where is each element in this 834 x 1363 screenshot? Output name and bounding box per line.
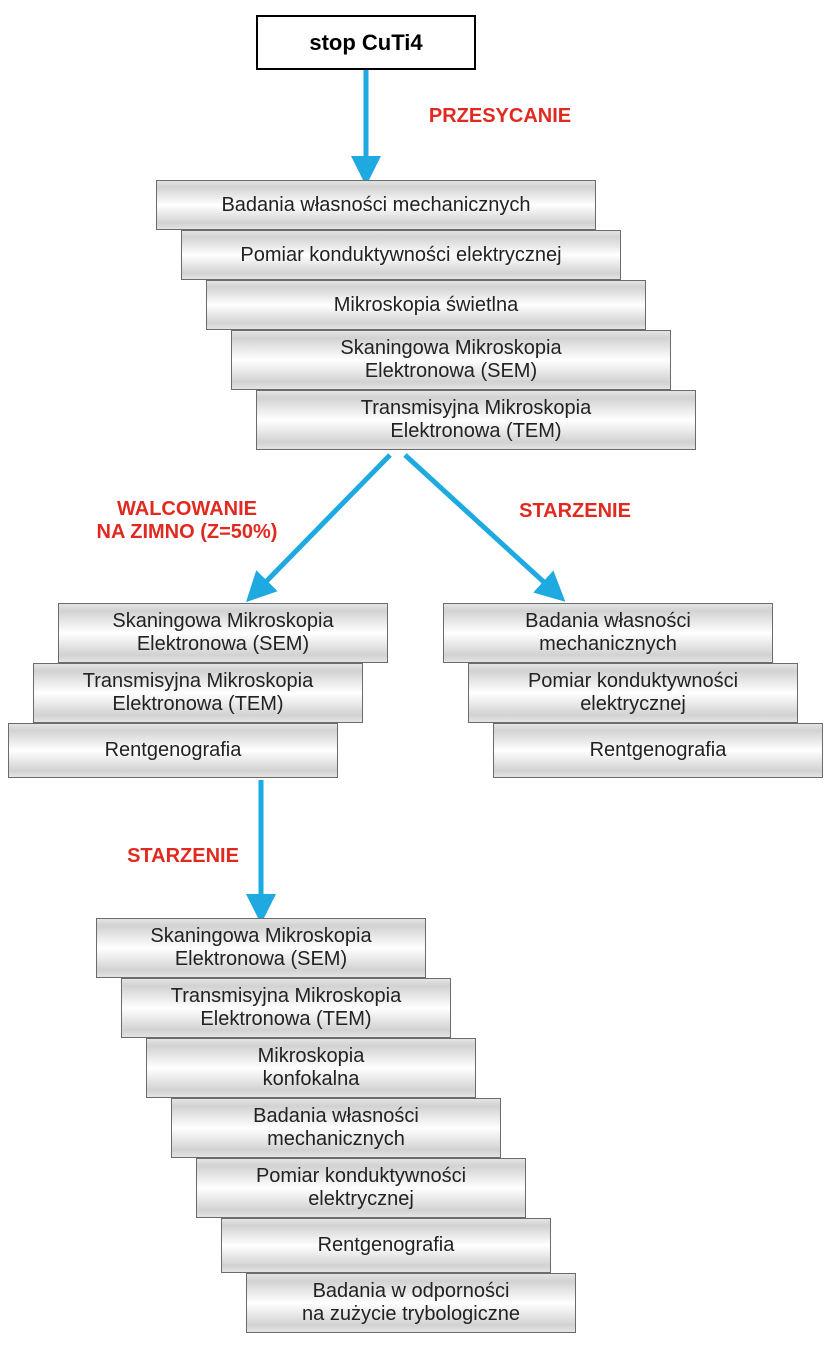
label-lbl4: STARZENIE [93, 845, 273, 868]
node-text: Skaningowa Mikroskopia Elektronowa (SEM) [340, 337, 561, 383]
node-s1e: Transmisyjna Mikroskopia Elektronowa (TE… [256, 390, 696, 450]
node-text: Skaningowa Mikroskopia Elektronowa (SEM) [150, 925, 371, 971]
node-text: Pomiar konduktywności elektrycznej [528, 670, 738, 716]
node-s4c: Mikroskopia konfokalna [146, 1038, 476, 1098]
node-text: Transmisyjna Mikroskopia Elektronowa (TE… [83, 670, 313, 716]
node-s3a: Badania własności mechanicznych [443, 603, 773, 663]
node-start: stop CuTi4 [256, 15, 476, 70]
node-s2a: Skaningowa Mikroskopia Elektronowa (SEM) [58, 603, 388, 663]
label-lbl3: STARZENIE [485, 500, 665, 523]
node-text: Rentgenografia [318, 1234, 455, 1257]
node-text: Mikroskopia konfokalna [258, 1045, 365, 1091]
node-s4f: Rentgenografia [221, 1218, 551, 1273]
label-lbl1: PRZESYCANIE [390, 105, 610, 128]
node-text: Skaningowa Mikroskopia Elektronowa (SEM) [112, 610, 333, 656]
node-s1a: Badania własności mechanicznych [156, 180, 596, 230]
node-s1c: Mikroskopia świetlna [206, 280, 646, 330]
node-s1b: Pomiar konduktywności elektrycznej [181, 230, 621, 280]
node-s4g: Badania w odporności na zużycie trybolog… [246, 1273, 576, 1333]
node-s2c: Rentgenografia [8, 723, 338, 778]
node-s4b: Transmisyjna Mikroskopia Elektronowa (TE… [121, 978, 451, 1038]
label-lbl2: WALCOWANIE NA ZIMNO (Z=50%) [62, 498, 312, 544]
node-text: Badania własności mechanicznych [253, 1105, 419, 1151]
node-text: Mikroskopia świetlna [334, 294, 519, 317]
node-text: Transmisyjna Mikroskopia Elektronowa (TE… [171, 985, 401, 1031]
node-s3c: Rentgenografia [493, 723, 823, 778]
node-text: Pomiar konduktywności elektrycznej [256, 1165, 466, 1211]
node-s1d: Skaningowa Mikroskopia Elektronowa (SEM) [231, 330, 671, 390]
node-text: Rentgenografia [590, 739, 727, 762]
node-text: Rentgenografia [105, 739, 242, 762]
node-s4d: Badania własności mechanicznych [171, 1098, 501, 1158]
node-text: stop CuTi4 [309, 30, 422, 55]
node-text: Badania własności mechanicznych [525, 610, 691, 656]
node-text: Badania w odporności na zużycie trybolog… [302, 1280, 520, 1326]
arrow-2 [405, 455, 558, 595]
node-text: Transmisyjna Mikroskopia Elektronowa (TE… [361, 397, 591, 443]
node-text: Pomiar konduktywności elektrycznej [240, 244, 561, 267]
node-s2b: Transmisyjna Mikroskopia Elektronowa (TE… [33, 663, 363, 723]
node-s4e: Pomiar konduktywności elektrycznej [196, 1158, 526, 1218]
node-text: Badania własności mechanicznych [221, 194, 530, 217]
node-s4a: Skaningowa Mikroskopia Elektronowa (SEM) [96, 918, 426, 978]
node-s3b: Pomiar konduktywności elektrycznej [468, 663, 798, 723]
